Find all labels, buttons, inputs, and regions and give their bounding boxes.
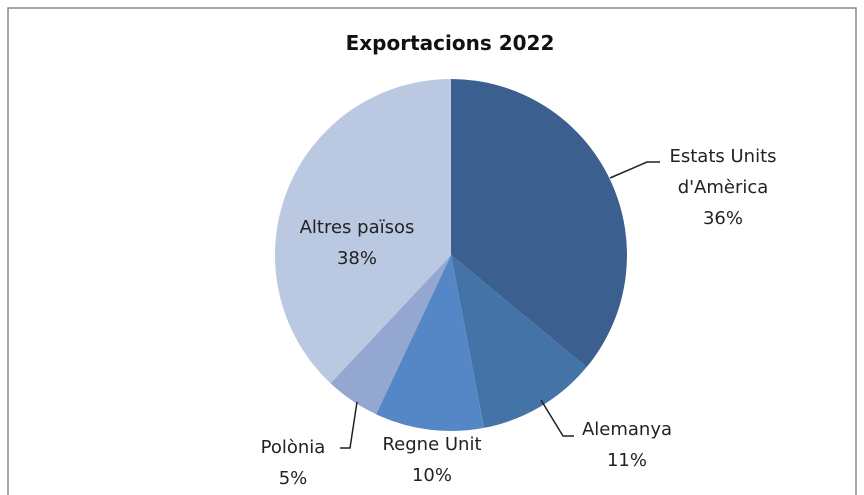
value-label: 5% bbox=[278, 468, 308, 489]
category-label: Alemanya bbox=[581, 419, 673, 440]
pie-slice bbox=[451, 255, 587, 428]
slice-label: Alemanya 11% bbox=[567, 414, 687, 476]
category-label: Estats Units d'Amèrica bbox=[669, 146, 777, 198]
value-label: 36% bbox=[702, 208, 743, 229]
value-label: 11% bbox=[606, 450, 647, 471]
slice-label: Altres països 38% bbox=[282, 212, 432, 274]
pie-slice bbox=[275, 79, 451, 384]
leader-line bbox=[340, 401, 358, 449]
slice-label: Polònia 5% bbox=[243, 432, 343, 494]
category-label: Regne Unit bbox=[382, 434, 482, 455]
leader-line bbox=[609, 161, 660, 179]
category-label: Altres països bbox=[299, 217, 415, 238]
value-label: 38% bbox=[336, 248, 377, 269]
slice-label: Regne Unit 10% bbox=[367, 429, 497, 491]
slice-label: Estats Units d'Amèrica 36% bbox=[658, 141, 788, 234]
leader-line bbox=[540, 399, 574, 437]
category-label: Polònia bbox=[260, 437, 326, 458]
value-label: 10% bbox=[411, 465, 452, 486]
pie-slice bbox=[330, 255, 451, 415]
pie-slice bbox=[376, 255, 484, 431]
pie-slice bbox=[451, 79, 628, 368]
chart-frame bbox=[7, 7, 857, 495]
chart-title: Exportacions 2022 bbox=[346, 31, 555, 55]
slices bbox=[275, 79, 628, 431]
